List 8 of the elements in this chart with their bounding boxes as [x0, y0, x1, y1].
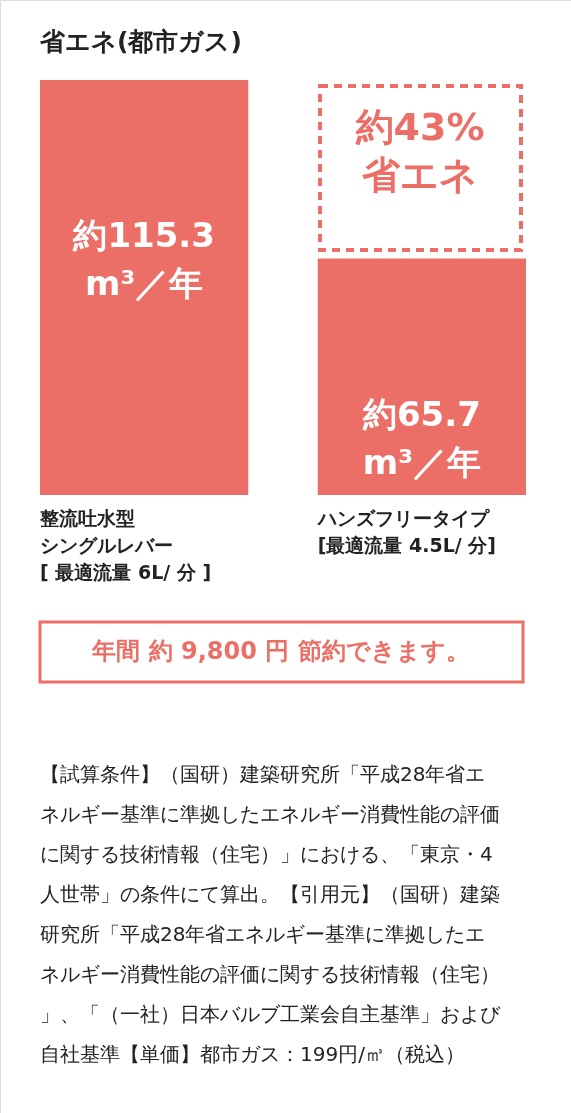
data-label: 約115.3 m³／年 — [72, 215, 215, 303]
text: 年間 約 9,800 円 節約できます。 — [91, 637, 470, 665]
text: 【試算条件】（国研）建築研究所「平成28年省エネルギー基準に準拠したエネルギー消費性能の評価に関する技術情報（住宅）」における、「東京・4人世帯」の条件にて算出。【引用元】（国研）建築研究所「平成28年省エネルギー基準に準拠したエネルギー消費性能の評価に関する技術情報（住宅）」、「（一社）日本バルブ工業会自主基準」および自社基準【単価】都市ガス：199円/㎥（税込） — [40, 762, 501, 1066]
x-tick-label: 整流吐水型シングルレバー[ 最適流量 6L/ 分 ] — [39, 507, 212, 583]
chart-title: 省エネ(都市ガス) — [39, 27, 242, 56]
data-label: 約65.7 m³／年 — [361, 393, 482, 482]
x-tick-label: ハンズフリータイプ[最適流量 4.5L/ 分] — [315, 507, 497, 556]
annotation: 約43% 省エネ — [354, 105, 485, 197]
